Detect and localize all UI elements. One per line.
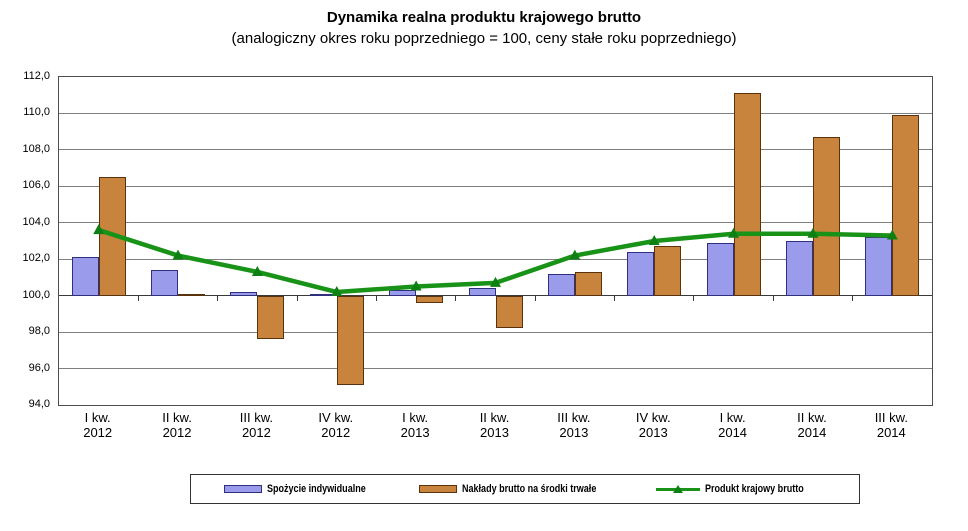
consumption-bar <box>389 290 417 296</box>
x-tick-label: II kw. 2013 <box>479 410 510 441</box>
x-axis-tick <box>534 295 536 301</box>
investment-bar <box>495 295 523 329</box>
x-tick-label: IV kw. 2013 <box>635 410 671 441</box>
gdp-marker <box>807 227 819 238</box>
x-axis: I kw. 2012 II kw. 2012 III kw. 2012 IV kw. 2012… <box>58 410 931 446</box>
consumption-bar <box>785 241 813 296</box>
investment-bar <box>574 271 602 296</box>
legend: Spożycie indywidualne Nakłady brutto na … <box>190 474 860 504</box>
x-axis-tick <box>137 295 139 301</box>
gridline <box>59 368 932 370</box>
y-tick-label: 96,0 <box>28 361 50 374</box>
gdp-marker <box>569 249 581 260</box>
gdp-line <box>93 224 898 297</box>
y-tick-label: 98,0 <box>28 325 50 338</box>
investment-bar <box>336 295 364 385</box>
investment-bar <box>654 246 682 296</box>
gdp-marker <box>490 276 501 287</box>
legend-item-investment: Nakłady brutto na środki trwałe <box>418 483 626 495</box>
investment-bar <box>178 293 206 296</box>
consumption-bar <box>71 257 99 296</box>
x-axis-tick <box>614 295 616 301</box>
legend-item-gdp: Produkt krajowy brutto <box>656 483 825 495</box>
gdp-marker <box>93 224 105 235</box>
y-tick-label: 108,0 <box>22 142 50 155</box>
x-tick-label: I kw. 2014 <box>718 410 748 441</box>
gdp-marker <box>886 229 898 240</box>
gdp-marker <box>251 265 263 276</box>
investment-bar <box>892 115 920 296</box>
gridline <box>59 222 932 224</box>
x-tick-label: II kw. 2012 <box>162 410 192 441</box>
investment-bar <box>733 93 761 296</box>
y-tick-label: 104,0 <box>22 215 50 228</box>
gridline <box>59 331 932 333</box>
x-axis-tick <box>296 295 298 301</box>
x-tick-label: I kw. 2012 <box>83 410 113 441</box>
investment-swatch-icon <box>418 485 457 493</box>
consumption-bar <box>151 270 179 296</box>
x-axis-tick <box>217 295 219 301</box>
x-axis-tick <box>375 295 377 301</box>
x-tick-label: I kw. 2013 <box>400 410 430 441</box>
gridline <box>59 185 932 187</box>
gdp-marker <box>172 249 184 260</box>
x-axis-tick <box>852 295 854 301</box>
chart-subtitle: (analogiczny okres roku poprzedniego = 1… <box>231 30 737 47</box>
x-tick-label: III kw. 2012 <box>239 410 274 441</box>
consumption-bar <box>230 292 258 296</box>
x-axis-tick <box>772 295 774 301</box>
chart-title: Dynamika realna produktu krajowego brutt… <box>326 9 642 26</box>
y-axis: 112,0 110,0 108,0 106,0 104,0 102,0 100,0 98,0 9… <box>0 70 50 410</box>
y-tick-label: 106,0 <box>22 179 50 192</box>
gdp-marker <box>728 227 740 238</box>
consumption-bar <box>706 242 734 296</box>
x-tick-label: IV kw. 2012 <box>318 410 354 441</box>
x-axis-tick <box>693 295 695 301</box>
x-axis-tick <box>455 295 457 301</box>
gridline <box>59 112 932 114</box>
legend-label-consumption: Spożycie indywidualne <box>267 483 367 495</box>
gridline <box>59 258 932 260</box>
gdp-marker <box>410 280 422 291</box>
consumption-bar <box>547 273 575 296</box>
consumption-swatch-icon <box>224 485 263 493</box>
gdp-marker <box>648 235 660 245</box>
x-tick-label: III kw. 2013 <box>557 410 591 441</box>
gdp-line-swatch-icon <box>656 484 701 495</box>
x-tick-label: II kw. 2014 <box>797 410 827 441</box>
y-tick-label: 100,0 <box>22 288 50 301</box>
plot-area <box>58 76 933 406</box>
consumption-bar <box>468 288 496 296</box>
y-tick-label: 110,0 <box>23 106 50 119</box>
consumption-bar <box>627 251 655 296</box>
legend-item-consumption: Spożycie indywidualne <box>224 483 387 495</box>
investment-bar <box>812 137 840 296</box>
y-tick-label: 94,0 <box>28 398 50 410</box>
gridline <box>59 149 932 151</box>
y-tick-label: 112,0 <box>23 70 50 82</box>
consumption-bar <box>865 237 893 296</box>
investment-bar <box>257 295 285 340</box>
legend-label-gdp: Produkt krajowy brutto <box>705 483 804 495</box>
gdp-marker <box>331 286 343 297</box>
legend-label-investment: Nakłady brutto na środki trwałe <box>461 483 596 495</box>
investment-bar <box>416 295 444 303</box>
x-tick-label: III kw. 2014 <box>874 410 908 441</box>
y-tick-label: 102,0 <box>22 252 50 265</box>
